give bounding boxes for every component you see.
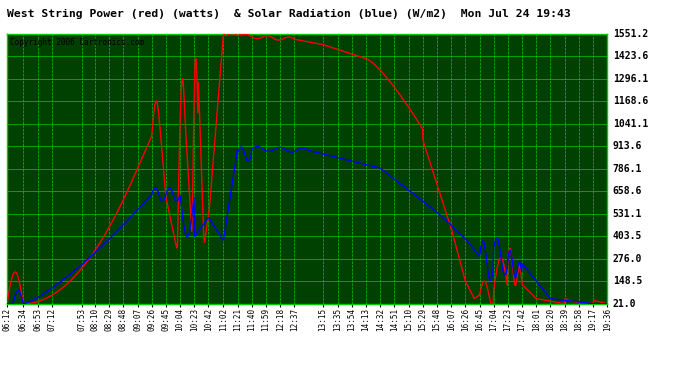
Text: 403.5: 403.5: [613, 231, 642, 241]
Text: 21.0: 21.0: [613, 299, 636, 309]
Text: 1168.6: 1168.6: [613, 96, 648, 106]
Text: 1041.1: 1041.1: [613, 119, 648, 129]
Text: 531.1: 531.1: [613, 209, 642, 219]
Text: 276.0: 276.0: [613, 254, 642, 264]
Text: 913.6: 913.6: [613, 141, 642, 151]
Text: 1551.2: 1551.2: [613, 29, 648, 39]
Text: 148.5: 148.5: [613, 276, 642, 286]
Text: West String Power (red) (watts)  & Solar Radiation (blue) (W/m2)  Mon Jul 24 19:: West String Power (red) (watts) & Solar …: [7, 9, 571, 20]
Text: 1423.6: 1423.6: [613, 51, 648, 61]
Text: 786.1: 786.1: [613, 164, 642, 174]
Text: 1296.1: 1296.1: [613, 74, 648, 84]
Text: 658.6: 658.6: [613, 186, 642, 196]
Text: Copyright 2006 Cartronics.com: Copyright 2006 Cartronics.com: [10, 38, 144, 47]
